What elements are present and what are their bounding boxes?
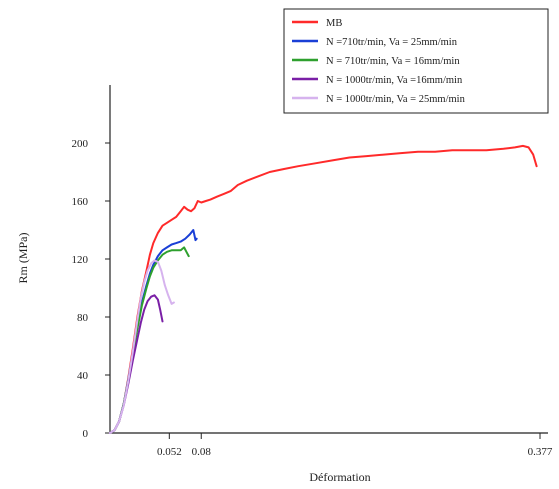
y-tick-label: 200 [72,138,89,150]
y-axis-title: Rm (MPa) [16,232,30,283]
legend-box [283,8,549,114]
x-tick-label: 0.052 [157,446,182,458]
y-tick-label: 80 [77,312,89,324]
legend-label-4: N = 1000tr/min, Va =16mm/min [326,75,463,86]
x-tick-label: 0.08 [192,446,212,458]
axes [109,85,548,434]
legend-label-1: MB [326,18,342,29]
y-tick-label: 0 [83,428,89,440]
x-axis-title: Déformation [309,470,370,484]
x-axis-ticks: 0.052 0.08 0.377 [157,433,553,458]
legend-label-2: N =710tr/min, Va = 25mm/min [326,37,458,48]
series-line-4 [109,294,164,434]
series-line-1 [109,144,538,434]
legend-items: MB N =710tr/min, Va = 25mm/min N = 710tr/m… [292,18,466,105]
y-tick-label: 120 [72,254,89,266]
x-tick-label: 0.377 [528,446,553,458]
y-tick-label: 160 [72,196,89,208]
y-tick-label: 40 [77,370,89,382]
series-lines [109,144,538,434]
legend-label-3: N = 710tr/min, Va = 16mm/min [326,56,460,67]
series-line-3 [109,246,190,434]
y-axis-ticks: 0 40 80 120 160 200 [72,138,110,440]
legend-label-5: N = 1000tr/min, Va = 25mm/min [326,94,466,105]
legend: MB N =710tr/min, Va = 25mm/min N = 710tr/m… [283,8,549,114]
series-line-5 [109,259,175,434]
